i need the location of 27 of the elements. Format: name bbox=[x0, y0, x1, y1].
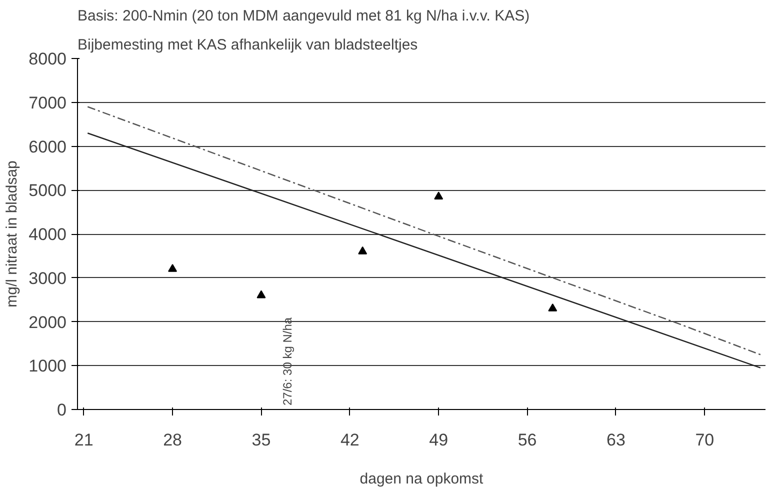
point bbox=[168, 264, 178, 272]
y-tick-label: 3000 bbox=[28, 268, 67, 288]
x-tick-label: 35 bbox=[252, 430, 271, 450]
y-tick-label: 2000 bbox=[28, 312, 67, 332]
x-tick-label: 49 bbox=[429, 430, 448, 450]
annotation: 27/6: 30 kg N/ha bbox=[280, 317, 294, 406]
point bbox=[256, 290, 266, 298]
x-tick-label: 28 bbox=[163, 430, 182, 450]
x-tick-label: 70 bbox=[695, 430, 714, 450]
x-tick-label: 21 bbox=[74, 430, 94, 450]
y-tick-label: 7000 bbox=[28, 93, 67, 112]
y-tick-label: 1000 bbox=[28, 356, 67, 376]
y-tick-label: 8000 bbox=[28, 50, 67, 68]
y-tick-label: 0 bbox=[57, 400, 67, 420]
y-tick-label: 4000 bbox=[28, 225, 67, 244]
chart-subtitle: Bijbemesting met KAS afhankelijk van bladsteeltjes bbox=[78, 36, 418, 54]
x-axis-title: dagen na opkomst bbox=[360, 470, 484, 488]
y-tick-label: 6000 bbox=[28, 137, 67, 156]
x-tick-label: 56 bbox=[518, 430, 537, 450]
point bbox=[548, 303, 558, 312]
point bbox=[434, 192, 444, 200]
y-axis-title: mg/l nitraat in bladsap bbox=[4, 160, 21, 308]
x-tick-label: 63 bbox=[606, 430, 626, 450]
x-tick-label: 42 bbox=[340, 430, 360, 450]
point bbox=[358, 246, 368, 254]
y-tick-label: 5000 bbox=[28, 181, 67, 200]
chart-title: Basis: 200-Nmin (20 ton MDM aangevuld met 81 kg N/ha i.v.v. KAS) bbox=[78, 8, 530, 24]
